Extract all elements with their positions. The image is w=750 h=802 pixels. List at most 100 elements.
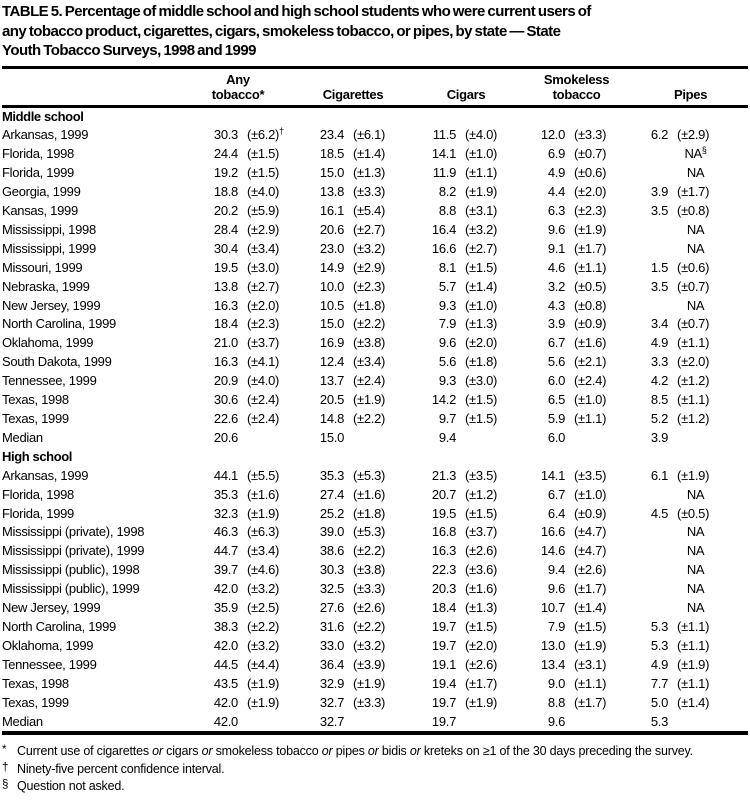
value-cell: 20.3 — [431, 581, 457, 597]
value-cell: 6.7 — [547, 486, 566, 502]
value-cell: 16.3 — [213, 354, 238, 370]
value-cell: 42.0 — [213, 713, 238, 729]
table-row: Texas, 1999 22.6 (±2.4) 14.8 (±2.2) 9.7 (±1.5)… — [2, 410, 748, 429]
confidence-interval-cell: (±2.0) — [574, 184, 607, 200]
value-cell: 42.0 — [213, 581, 238, 597]
value-cell: 44.7 — [213, 543, 238, 559]
value-cell: 6.5 — [547, 392, 566, 408]
value-cell: 22.3 — [431, 562, 457, 578]
confidence-interval-cell: (±1.2) — [677, 373, 710, 389]
value-cell: 38.3 — [213, 618, 238, 634]
value-cell: 19.2 — [213, 165, 238, 181]
state-cell: Mississippi (private), 1999 — [2, 543, 145, 559]
confidence-interval-cell: (±3.0) — [247, 259, 280, 275]
confidence-interval-cell: (±5.3) — [353, 524, 386, 540]
confidence-interval-cell: (±1.5) — [574, 618, 607, 634]
value-cell: 12.4 — [319, 354, 345, 370]
confidence-interval-cell: (±3.0) — [465, 373, 498, 389]
value-cell: 16.9 — [319, 335, 345, 351]
value-cell: 10.0 — [319, 278, 345, 294]
value-cell: 9.6 — [547, 221, 566, 237]
confidence-interval-cell: (±4.7) — [574, 543, 607, 559]
value-cell: 14.9 — [319, 259, 345, 275]
confidence-interval-cell: (±3.4) — [247, 240, 280, 256]
value-cell: 18.5 — [319, 146, 345, 162]
value-cell: 30.3 — [319, 562, 345, 578]
value-cell: 9.1 — [547, 240, 566, 256]
col-header-cigarettes: Cigarettes — [294, 67, 401, 108]
state-cell: Arkansas, 1999 — [2, 127, 89, 143]
confidence-interval-cell: (±1.3) — [465, 316, 498, 332]
value-cell: 6.1 — [650, 467, 669, 483]
na-cell: NA — [686, 240, 705, 256]
footnote-marker: § — [2, 779, 9, 792]
state-cell: Georgia, 1999 — [2, 184, 81, 200]
confidence-interval-cell: (±3.2) — [247, 637, 280, 653]
confidence-interval-cell: (±4.4) — [247, 656, 280, 672]
value-cell: 12.0 — [540, 127, 566, 143]
value-cell: 30.3 — [213, 127, 238, 143]
confidence-interval-cell: (±1.5) — [465, 259, 498, 275]
table-row: Florida, 1999 32.3 (±1.9) 25.2 (±1.8) 19.5 (±1… — [2, 505, 748, 524]
value-cell: 7.9 — [547, 618, 566, 634]
value-cell: 39.7 — [213, 562, 238, 578]
confidence-interval-cell: (±1.1) — [677, 335, 710, 351]
value-cell: 30.6 — [213, 392, 238, 408]
confidence-interval-cell: (±1.1) — [574, 411, 607, 426]
value-cell: 8.2 — [438, 184, 457, 200]
value-cell: 15.0 — [319, 316, 345, 332]
confidence-interval-cell: (±1.2) — [465, 486, 498, 502]
value-cell: 16.8 — [431, 524, 457, 540]
confidence-interval-cell: (±1.0) — [465, 297, 498, 313]
footnote-text: Question not asked. — [17, 779, 125, 794]
confidence-interval-cell: (±1.5) — [247, 165, 280, 181]
confidence-interval-cell: (±1.2) — [677, 411, 710, 426]
confidence-interval-cell: (±2.5) — [247, 600, 280, 616]
value-cell: 8.5 — [650, 392, 669, 408]
confidence-interval-cell: (±1.9) — [247, 694, 280, 710]
confidence-interval-cell: (±3.3) — [574, 127, 607, 143]
confidence-interval-cell: (±2.4) — [574, 373, 607, 389]
value-cell: 24.4 — [213, 146, 238, 162]
confidence-interval-cell — [565, 713, 621, 734]
table-title-line-2: any tobacco product, cigarettes, cigars,… — [2, 22, 561, 40]
value-cell: 36.4 — [319, 656, 345, 672]
confidence-interval-cell — [456, 713, 512, 734]
confidence-interval-cell: (±5.5) — [247, 467, 280, 483]
value-cell: 13.8 — [319, 184, 345, 200]
na-cell: NA — [686, 600, 705, 616]
state-cell: Oklahoma, 1999 — [2, 335, 94, 351]
state-cell: Texas, 1998 — [2, 675, 69, 691]
value-cell: 13.7 — [319, 373, 345, 389]
col-header-pipes-line2: Pipes — [673, 86, 708, 102]
state-cell: South Dakota, 1999 — [2, 354, 112, 370]
table-row: Georgia, 1999 18.8 (±4.0) 13.8 (±3.3) 8.2 (±1.… — [2, 183, 748, 202]
confidence-interval-cell: (±3.4) — [353, 354, 386, 370]
value-cell: 5.0 — [650, 694, 669, 710]
section-header-row: Middle school — [2, 106, 748, 126]
confidence-interval-cell: (±1.5) — [465, 505, 498, 521]
confidence-interval-cell: (±1.7) — [465, 675, 498, 691]
value-cell: 32.7 — [319, 713, 345, 729]
value-cell: 3.5 — [650, 203, 669, 219]
value-cell: 5.2 — [650, 411, 669, 426]
confidence-interval-cell: (±2.9) — [247, 221, 280, 237]
table-row: Mississippi, 1998 28.4 (±2.9) 20.6 (±2.7) 16.… — [2, 221, 748, 240]
value-cell: 4.9 — [650, 656, 669, 672]
value-cell: 4.3 — [547, 297, 566, 313]
state-cell: Florida, 1998 — [2, 486, 74, 502]
footnote: * Current use of cigarettes or cigars or … — [2, 742, 748, 760]
state-cell: Texas, 1999 — [2, 411, 69, 426]
value-cell: 16.3 — [431, 543, 457, 559]
value-cell: 19.7 — [431, 618, 457, 634]
confidence-interval-cell: (±4.6) — [247, 562, 280, 578]
value-cell: 5.6 — [438, 354, 457, 370]
table-row: Nebraska, 1999 13.8 (±2.7) 10.0 (±2.3) 5.7 (±1… — [2, 278, 748, 297]
confidence-interval-cell: (±3.5) — [465, 467, 498, 483]
value-cell: 6.4 — [547, 505, 566, 521]
table-row: Mississippi (public), 1998 39.7 (±4.6) 30.3… — [2, 561, 748, 580]
col-header-any-tobacco-line2: tobacco* — [211, 86, 265, 102]
confidence-interval-cell: (±4.0) — [247, 373, 280, 389]
confidence-interval-cell: (±2.2) — [353, 411, 386, 426]
na-cell: NA — [686, 562, 705, 578]
